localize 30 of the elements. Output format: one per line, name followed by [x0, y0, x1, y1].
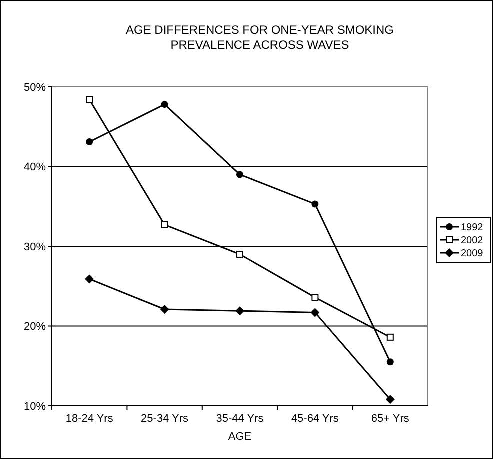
- y-tick-label: 50%: [24, 82, 46, 94]
- point: [161, 101, 168, 108]
- legend-label: 2009: [461, 248, 484, 260]
- x-tick-label: 35-44 Yrs: [216, 413, 264, 425]
- y-tick-label: 20%: [24, 321, 46, 334]
- point: [86, 138, 94, 146]
- point: [386, 395, 395, 404]
- y-tick-label: 30%: [24, 241, 46, 254]
- point: [236, 250, 244, 258]
- chart-title: AGE DIFFERENCES FOR ONE-YEAR SMOKING PREVALENCE ACROSS WAVES: [126, 23, 394, 52]
- legend-label: 1992: [461, 222, 484, 234]
- point: [85, 274, 94, 284]
- point: [86, 96, 94, 104]
- x-axis-title: AGE: [228, 431, 252, 443]
- point: [160, 305, 170, 314]
- point: [386, 358, 394, 366]
- point: [236, 171, 244, 178]
- x-tick-label: 65+ Yrs: [371, 413, 410, 425]
- y-tick-label: 10%: [24, 400, 46, 413]
- x-tick-label: 18-24 Yrs: [66, 413, 114, 425]
- legend-label: 2002: [461, 236, 484, 246]
- y-tick-label: 40%: [24, 162, 46, 174]
- point: [161, 221, 168, 228]
- point: [386, 334, 394, 341]
- point: [310, 308, 320, 318]
- point: [236, 306, 244, 316]
- point: [312, 200, 319, 208]
- x-tick-label: 45-64 Yrs: [291, 413, 340, 425]
- point: [312, 294, 319, 302]
- x-tick-label: 25-34 Yrs: [141, 413, 190, 425]
